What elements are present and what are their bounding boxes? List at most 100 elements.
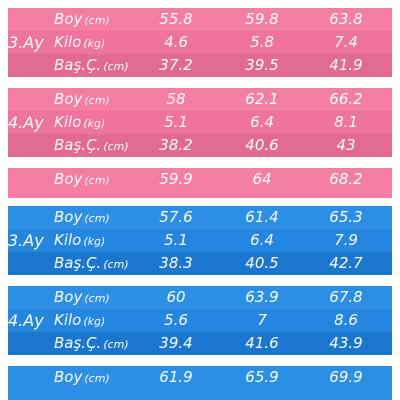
age-label: 4.Ay [8, 113, 44, 132]
value-cell: 55.8 [159, 10, 193, 28]
metric-name: Kilo [54, 33, 82, 51]
value-cell: 65.3 [329, 208, 363, 226]
metric-name: Baş.Ç. [54, 254, 102, 272]
table-block-girls-2: Boy (cm) 59.9 64 68.2 [8, 168, 392, 198]
value-cell: 4.6 [164, 33, 188, 51]
value-cell: 5.1 [164, 231, 188, 249]
metric-label: Boy (cm) [54, 286, 164, 309]
metric-unit: (cm) [84, 292, 110, 305]
age-label: 3.Ay [8, 231, 44, 250]
metric-name: Boy [54, 10, 83, 28]
table-block-boys-4: Boy (cm) 60 63.9 67.8 Kilo (kg) 5.6 7 8.6 Baş.Ç. (c… [8, 286, 392, 355]
value-cell: 6.4 [250, 113, 274, 131]
table-row: Kilo (kg) 5.1 6.4 7.9 [8, 229, 392, 252]
metric-name: Boy [54, 368, 83, 386]
value-cell: 8.6 [334, 311, 358, 329]
metric-name: Boy [54, 170, 83, 188]
metric-unit: (cm) [103, 140, 129, 153]
metric-unit: (cm) [84, 212, 110, 225]
table-row: Baş.Ç. (cm) 38.2 40.6 43 [8, 134, 392, 157]
value-cell: 64 [252, 170, 272, 188]
metric-unit: (kg) [83, 235, 106, 248]
metric-label: Boy (cm) [54, 366, 164, 389]
table-row: Kilo (kg) 4.6 5.8 7.4 [8, 31, 392, 54]
metric-unit: (cm) [84, 174, 110, 187]
value-cell: 59.9 [159, 170, 193, 188]
value-cell: 69.9 [329, 368, 363, 386]
metric-label: Baş.Ç. (cm) [54, 134, 164, 157]
value-cell: 41.6 [245, 334, 279, 352]
metric-name: Baş.Ç. [54, 56, 102, 74]
value-cell: 38.2 [159, 136, 193, 154]
metric-unit: (cm) [84, 372, 110, 385]
value-cell: 5.6 [164, 311, 188, 329]
value-cell: 8.1 [334, 113, 358, 131]
value-cell: 38.3 [159, 254, 193, 272]
value-cell: 5.8 [250, 33, 274, 51]
table-row: Baş.Ç. (cm) 39.4 41.6 43.9 [8, 332, 392, 355]
value-cell: 40.5 [245, 254, 279, 272]
value-cell: 7 [257, 311, 267, 329]
value-cell: 57.6 [159, 208, 193, 226]
value-cell: 39.5 [245, 56, 279, 74]
value-cell: 67.8 [329, 288, 363, 306]
metric-label: Boy (cm) [54, 88, 164, 111]
value-cell: 65.9 [245, 368, 279, 386]
value-cell: 61.4 [245, 208, 279, 226]
metric-name: Boy [54, 90, 83, 108]
metric-label: Kilo (kg) [54, 111, 164, 134]
metric-name: Kilo [54, 113, 82, 131]
value-cell: 58 [166, 90, 186, 108]
value-cell: 60 [166, 288, 186, 306]
metric-label: Baş.Ç. (cm) [54, 54, 164, 77]
value-cell: 43 [336, 136, 356, 154]
table-block-boys-3: Boy (cm) 57.6 61.4 65.3 Kilo (kg) 5.1 6.4 7.9 Baş.… [8, 206, 392, 275]
value-cell: 61.9 [159, 368, 193, 386]
value-cell: 59.8 [245, 10, 279, 28]
metric-label: Boy (cm) [54, 206, 164, 229]
metric-unit: (cm) [103, 258, 129, 271]
value-cell: 66.2 [329, 90, 363, 108]
metric-unit: (kg) [83, 315, 106, 328]
metric-unit: (cm) [84, 94, 110, 107]
metric-name: Baş.Ç. [54, 334, 102, 352]
value-cell: 63.9 [245, 288, 279, 306]
metric-name: Boy [54, 288, 83, 306]
metric-label: Baş.Ç. (cm) [54, 332, 164, 355]
value-cell: 6.4 [250, 231, 274, 249]
metric-label: Kilo (kg) [54, 31, 164, 54]
table-row: Boy (cm) 61.9 65.9 69.9 [8, 366, 392, 400]
table-row: Boy (cm) 60 63.9 67.8 [8, 286, 392, 309]
metric-label: Boy (cm) [54, 168, 164, 191]
metric-label: Boy (cm) [54, 8, 164, 31]
value-cell: 42.7 [329, 254, 363, 272]
value-cell: 39.4 [159, 334, 193, 352]
metric-name: Boy [54, 208, 83, 226]
value-cell: 43.9 [329, 334, 363, 352]
table-row: Kilo (kg) 5.1 6.4 8.1 [8, 111, 392, 134]
value-cell: 5.1 [164, 113, 188, 131]
value-cell: 7.4 [334, 33, 358, 51]
value-cell: 37.2 [159, 56, 193, 74]
age-label: 4.Ay [8, 311, 44, 330]
value-cell: 7.9 [334, 231, 358, 249]
value-cell: 63.8 [329, 10, 363, 28]
table-row: Boy (cm) 59.9 64 68.2 [8, 168, 392, 198]
metric-unit: (cm) [84, 14, 110, 27]
table-row: Boy (cm) 57.6 61.4 65.3 [8, 206, 392, 229]
metric-unit: (cm) [103, 60, 129, 73]
table-block-boys-5: Boy (cm) 61.9 65.9 69.9 [8, 366, 392, 400]
age-label: 3.Ay [8, 33, 44, 52]
metric-name: Kilo [54, 311, 82, 329]
table-block-girls-0: Boy (cm) 55.8 59.8 63.8 Kilo (kg) 4.6 5.8 7.4 Baş.… [8, 8, 392, 77]
value-cell: 68.2 [329, 170, 363, 188]
metric-label: Kilo (kg) [54, 309, 164, 332]
metric-name: Baş.Ç. [54, 136, 102, 154]
metric-unit: (kg) [83, 117, 106, 130]
metric-label: Baş.Ç. (cm) [54, 252, 164, 275]
metric-unit: (cm) [103, 338, 129, 351]
table-row: Baş.Ç. (cm) 37.2 39.5 41.9 [8, 54, 392, 77]
metric-label: Kilo (kg) [54, 229, 164, 252]
table-row: Boy (cm) 58 62.1 66.2 [8, 88, 392, 111]
